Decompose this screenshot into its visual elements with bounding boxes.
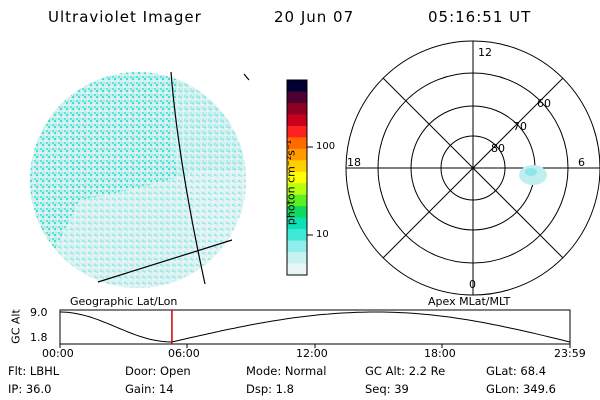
status-filter: Flt: LBHL xyxy=(8,364,60,378)
colorbar-segment xyxy=(287,125,307,138)
mlt-label-12: 12 xyxy=(478,46,492,59)
date-label: 20 Jun 07 xyxy=(274,8,355,26)
altitude-plot xyxy=(59,309,571,348)
mlt-label-18: 18 xyxy=(347,156,361,169)
status-glon: GLon: 349.6 xyxy=(486,382,556,396)
status-glat: GLat: 68.4 xyxy=(486,364,547,378)
colorbar-unit-label: photon cm⁻²s⁻¹ xyxy=(284,139,298,226)
colorbar xyxy=(286,79,308,276)
colorbar-segment xyxy=(287,91,307,104)
altitude-xtick-1200: 12:00 xyxy=(296,347,328,360)
mlt-label-6: 6 xyxy=(578,156,585,169)
status-gain: Gain: 14 xyxy=(125,382,174,396)
left-panel-label: Geographic Lat/Lon xyxy=(70,295,178,308)
status-ip: IP: 36.0 xyxy=(8,382,52,396)
altitude-xtick-2359: 23:59 xyxy=(554,347,586,360)
colorbar-segment xyxy=(287,171,307,184)
colorbar-segment xyxy=(287,240,307,253)
colorbar-segment xyxy=(287,217,307,230)
colorbar-segment xyxy=(287,160,307,173)
colorbar-segment xyxy=(287,137,307,150)
colorbar-tick-100: 100 xyxy=(316,141,336,152)
latitude-line xyxy=(97,239,233,283)
uv-image-globe xyxy=(30,71,250,288)
altitude-xtick-0000: 00:00 xyxy=(42,347,74,360)
status-gc-alt: GC Alt: 2.2 Re xyxy=(365,364,446,378)
colorbar-segment xyxy=(287,148,307,161)
altitude-xtick-1800: 18:00 xyxy=(424,347,456,360)
status-seq: Seq: 39 xyxy=(365,382,409,396)
colorbar-segment xyxy=(287,194,307,207)
colorbar-segment xyxy=(287,229,307,242)
status-mode: Mode: Normal xyxy=(246,364,327,378)
app-title: Ultraviolet Imager xyxy=(48,8,202,26)
terminator-line xyxy=(170,71,206,285)
colorbar-segment xyxy=(287,80,307,92)
altitude-ytick-1-8: 1.8 xyxy=(30,331,48,344)
right-panel-label: Apex MLat/MLT xyxy=(428,295,511,308)
polar-plot xyxy=(345,40,600,296)
colorbar-border xyxy=(286,79,308,276)
time-label: 05:16:51 UT xyxy=(428,8,532,26)
altitude-xtick-0600: 06:00 xyxy=(168,347,200,360)
colorbar-segment xyxy=(287,102,307,115)
status-door: Door: Open xyxy=(125,364,191,378)
status-dsp: Dsp: 1.8 xyxy=(246,382,294,396)
mlat-label-70: 70 xyxy=(513,120,527,133)
altitude-ytick-9: 9.0 xyxy=(30,306,48,319)
mlat-label-60: 60 xyxy=(537,97,551,110)
colorbar-segment xyxy=(287,114,307,127)
altitude-ylabel: GC Alt xyxy=(9,309,23,344)
colorbar-tick-10: 10 xyxy=(316,229,329,240)
colorbar-segment xyxy=(287,183,307,196)
mlat-label-80: 80 xyxy=(491,142,505,155)
colorbar-segment xyxy=(287,263,307,276)
mlt-label-0: 0 xyxy=(469,278,476,291)
colorbar-segment xyxy=(287,252,307,265)
colorbar-segment xyxy=(287,206,307,219)
